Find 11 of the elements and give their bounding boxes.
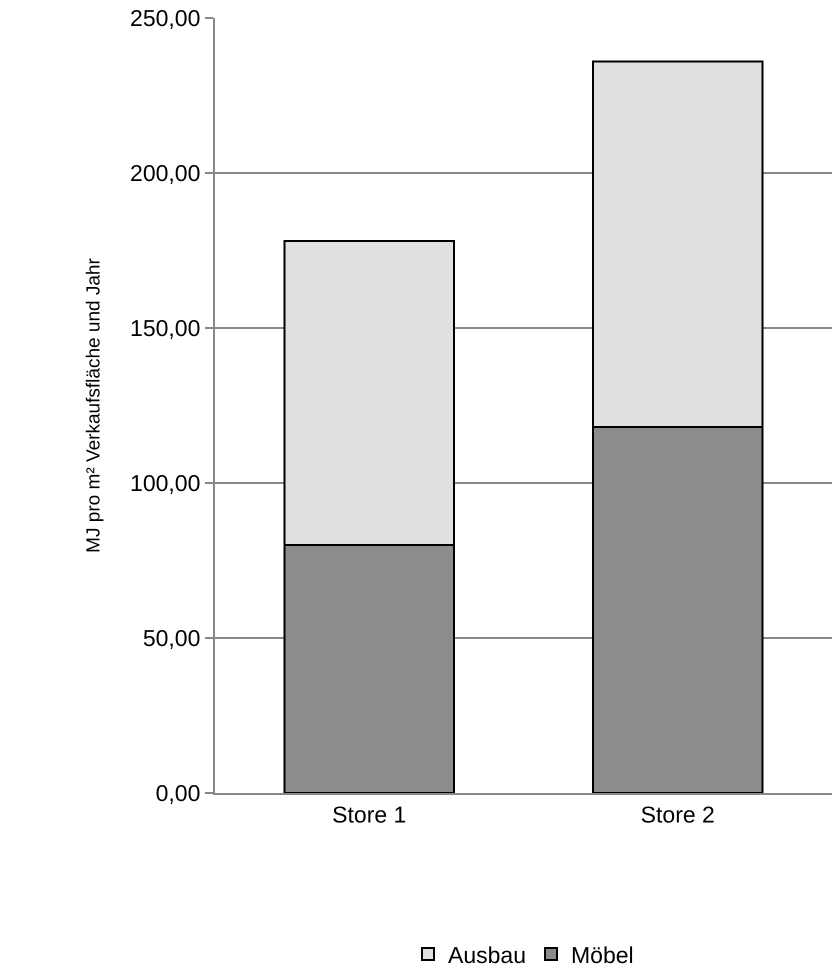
- x-tick-label: Store 1: [332, 802, 406, 828]
- y-tick-label: 50,00: [142, 625, 200, 652]
- legend-label: Möbel: [571, 942, 634, 968]
- y-tick-label: 100,00: [130, 470, 200, 496]
- y-tick-label: 200,00: [130, 160, 200, 186]
- y-tick-label: 150,00: [130, 315, 200, 342]
- legend-label: Ausbau: [448, 942, 526, 968]
- y-axis-title: MJ pro m² Verkaufsfläche und Jahr: [83, 258, 104, 553]
- y-tick-label: 250,00: [130, 5, 200, 32]
- x-tick-label: Store 2: [640, 802, 715, 828]
- y-tick-label: 0,00: [156, 780, 200, 806]
